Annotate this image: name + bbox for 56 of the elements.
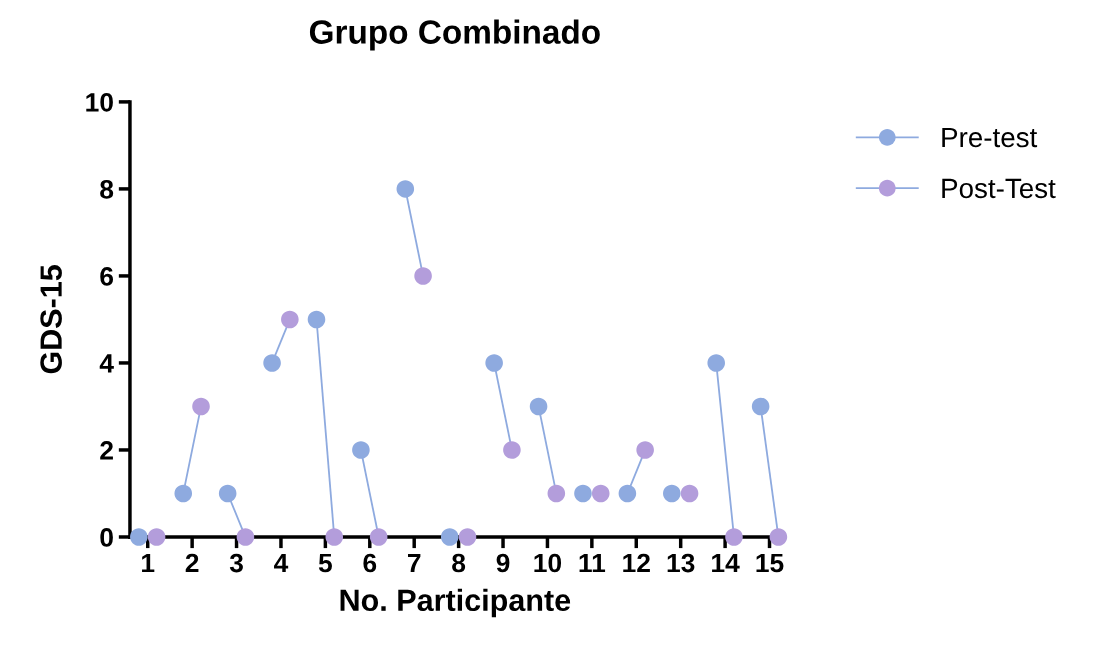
x-tick-label: 15 <box>756 553 784 573</box>
point <box>574 484 592 503</box>
y-tick-label: 0 <box>100 528 113 547</box>
point <box>396 180 415 198</box>
x-tick-label: 2 <box>185 553 199 573</box>
point <box>547 484 566 503</box>
x-tick-label: 7 <box>408 553 421 573</box>
point <box>663 484 681 503</box>
x-tick-label: 5 <box>318 553 332 573</box>
point <box>529 397 548 416</box>
y-tick-label: 8 <box>100 180 114 199</box>
point <box>725 528 743 546</box>
point <box>147 528 166 546</box>
point <box>352 441 370 459</box>
point <box>680 484 699 503</box>
y-tick-label: 2 <box>100 441 113 460</box>
y-tick-label: 6 <box>100 267 114 286</box>
x-tick-label: 11 <box>579 553 606 573</box>
point <box>325 528 344 546</box>
x-tick-label: 6 <box>363 553 377 573</box>
point <box>192 397 210 416</box>
point <box>636 441 654 459</box>
point <box>174 484 193 503</box>
point <box>458 528 477 546</box>
x-tick-label: 8 <box>452 553 466 573</box>
x-tick-label: 12 <box>623 553 650 573</box>
x-tick-label: 13 <box>667 553 695 573</box>
x-axis-title: No. Participante <box>340 588 571 618</box>
point <box>751 397 770 416</box>
y-tick-label: 4 <box>99 354 114 373</box>
x-tick-label: 3 <box>229 553 243 573</box>
point <box>414 267 432 285</box>
point <box>618 484 637 503</box>
chart-title: Grupo Combinado <box>309 19 600 51</box>
y-tick-label: 10 <box>86 93 113 112</box>
point <box>591 484 610 503</box>
x-tick-label: 4 <box>274 553 289 573</box>
point <box>769 528 788 546</box>
x-tick-label: 10 <box>534 553 562 573</box>
y-axis-title: GDS-15 <box>40 265 62 374</box>
point <box>707 354 725 372</box>
point <box>485 354 503 372</box>
point <box>503 441 521 459</box>
x-tick-label: 1 <box>142 553 155 573</box>
point <box>130 528 148 546</box>
point <box>218 484 237 503</box>
point <box>281 310 299 329</box>
point <box>263 354 281 372</box>
legend-label: Post-Test <box>942 178 1056 199</box>
point <box>236 528 255 546</box>
point <box>307 310 326 329</box>
point <box>440 528 459 546</box>
point <box>369 528 388 546</box>
x-tick-label: 9 <box>496 553 510 573</box>
legend-label: Pre-test <box>942 127 1038 148</box>
x-tick-label: 14 <box>712 553 740 573</box>
